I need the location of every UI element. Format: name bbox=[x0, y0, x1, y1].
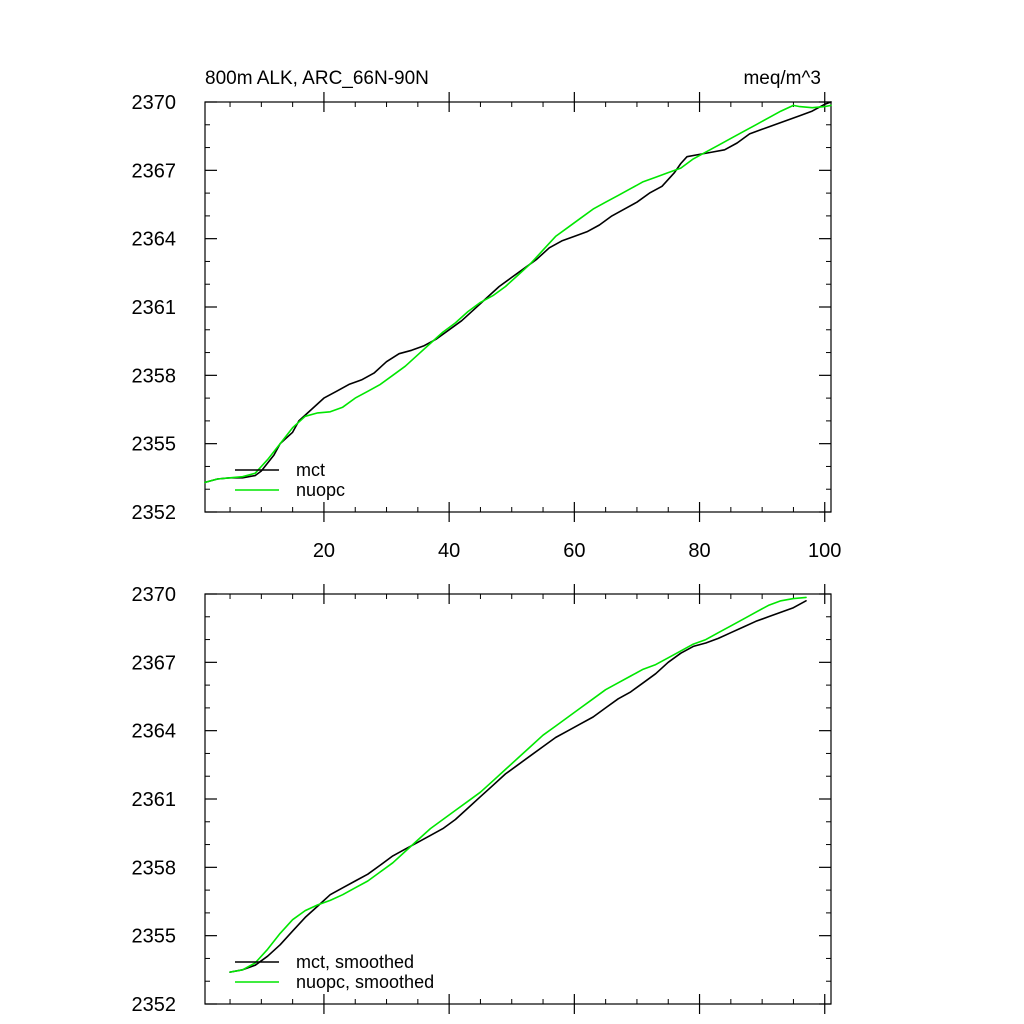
x-tick-label: 40 bbox=[438, 540, 460, 562]
chart-panel-1: 20 40 60 80 100 2352 2355 2358 2361 2364 2367 2370 8… bbox=[132, 68, 842, 562]
y-tick-label: 2355 bbox=[132, 926, 177, 948]
y-tick-label: 2367 bbox=[132, 160, 177, 182]
series-line-1 bbox=[204, 101, 832, 484]
series-line-2 bbox=[229, 596, 807, 973]
legend-label: nuopc, smoothed bbox=[296, 972, 434, 992]
y-tick-label: 2355 bbox=[132, 434, 177, 456]
y-tick-label: 2361 bbox=[132, 789, 177, 811]
y-tick-label: 2364 bbox=[132, 229, 177, 251]
legend-label: mct, smoothed bbox=[296, 952, 414, 972]
y-tick-label: 2358 bbox=[132, 857, 177, 879]
plot-frame bbox=[204, 593, 832, 1005]
series-line-1 bbox=[229, 599, 807, 973]
y-tick-label: 2370 bbox=[132, 92, 177, 114]
y-tick-label: 2367 bbox=[132, 652, 177, 674]
chart-units: meq/m^3 bbox=[743, 68, 821, 89]
y-tick-label: 2361 bbox=[132, 297, 177, 319]
chart-panel-2: 2352 2355 2358 2361 2364 2367 2370 mct, smoothe… bbox=[132, 584, 832, 1016]
y-tick-label: 2364 bbox=[132, 721, 177, 743]
chart-title: 800m ALK, ARC_66N-90N bbox=[205, 68, 429, 89]
y-tick-label: 2370 bbox=[132, 584, 177, 606]
y-tick-label: 2358 bbox=[132, 365, 177, 387]
series-line-2 bbox=[204, 104, 832, 484]
x-tick-label: 100 bbox=[808, 540, 841, 562]
x-tick-label: 20 bbox=[313, 540, 335, 562]
legend-label: mct bbox=[296, 460, 325, 480]
y-tick-label: 2352 bbox=[132, 994, 177, 1016]
x-tick-label: 80 bbox=[688, 540, 710, 562]
x-tick-label: 60 bbox=[563, 540, 585, 562]
plot-frame bbox=[204, 101, 832, 513]
legend-label: nuopc bbox=[296, 480, 345, 500]
y-tick-label: 2352 bbox=[132, 502, 177, 524]
